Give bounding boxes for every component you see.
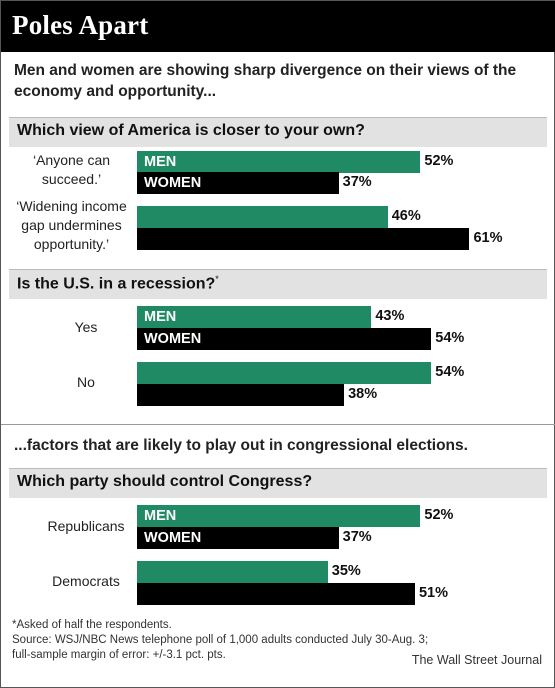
bar-women: WOMEN <box>137 172 339 194</box>
bar-men <box>137 561 328 583</box>
section-header-recession: Is the U.S. in a recession?* <box>9 269 547 299</box>
bar-men: MEN <box>137 151 421 173</box>
footnote-marker: * <box>215 274 219 284</box>
category-label: ‘Widening income gap undermines opportun… <box>16 198 127 252</box>
bar-series-label: MEN <box>144 154 177 170</box>
value-label: 52% <box>424 507 454 523</box>
value-label: 35% <box>331 563 361 579</box>
value-label: 54% <box>435 364 465 380</box>
section-title: Which party should control Congress? <box>17 473 313 490</box>
section-header-view-of-america: Which view of America is closer to your … <box>9 117 547 147</box>
footnote: *Asked of half the respondents. <box>12 619 172 631</box>
section-title: Which view of America is closer to your … <box>17 122 365 139</box>
bar-men: MEN <box>137 505 421 527</box>
bar-women <box>137 228 470 250</box>
section-header-congress: Which party should control Congress? <box>9 468 547 498</box>
section-title: Is the U.S. in a recession?* <box>17 274 219 293</box>
value-label: 37% <box>342 174 372 190</box>
category-label: No <box>77 374 95 390</box>
value-label: 38% <box>348 386 378 402</box>
chart-title: Poles Apart <box>12 10 149 40</box>
category-label: Yes <box>74 319 98 335</box>
bar-women <box>137 583 415 605</box>
intro-text: Men and women are showing sharp divergen… <box>14 62 517 100</box>
value-label: 61% <box>473 230 503 246</box>
value-label: 54% <box>435 330 465 346</box>
bar-men <box>137 362 432 384</box>
title-bar: Poles Apart <box>1 1 555 52</box>
category-label: Democrats <box>52 573 120 589</box>
value-label: 46% <box>391 208 421 224</box>
bar-series-label: MEN <box>144 309 177 325</box>
section-divider <box>1 424 555 425</box>
value-label: 52% <box>424 153 454 169</box>
category-label: Republicans <box>47 518 125 534</box>
bar-series-label: MEN <box>144 508 177 524</box>
value-label: 43% <box>375 308 405 324</box>
bar-men <box>137 206 388 228</box>
interlude-text: ...factors that are likely to play out i… <box>14 437 468 454</box>
bar-men: MEN <box>137 306 372 328</box>
value-label: 37% <box>342 529 372 545</box>
value-label: 51% <box>418 585 448 601</box>
bar-women: WOMEN <box>137 527 339 549</box>
category-label: ‘Anyone can succeed.’ <box>32 152 111 187</box>
bar-women: WOMEN <box>137 328 432 350</box>
bar-women <box>137 384 345 406</box>
source-note: Source: WSJ/NBC News telephone poll of 1… <box>12 634 429 661</box>
bar-series-label: WOMEN <box>144 331 202 347</box>
credit: The Wall Street Journal <box>411 653 542 667</box>
section-title-text: Is the U.S. in a recession? <box>17 275 216 293</box>
bar-series-label: WOMEN <box>144 530 202 546</box>
bar-series-label: WOMEN <box>144 175 202 191</box>
